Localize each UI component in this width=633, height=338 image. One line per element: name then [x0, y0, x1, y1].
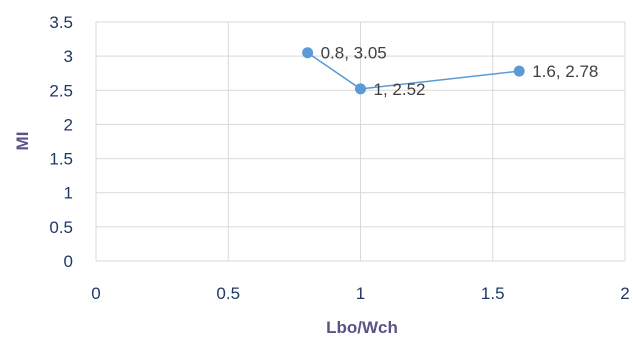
data-point [302, 47, 314, 59]
y-tick-label: 3.5 [49, 13, 73, 32]
data-label: 1, 2.52 [374, 80, 426, 99]
data-label: 0.8, 3.05 [321, 44, 387, 63]
y-tick-label: 2.5 [49, 81, 73, 100]
x-tick-label: 1 [356, 284, 365, 303]
y-tick-label: 3 [64, 47, 73, 66]
data-point [513, 65, 525, 77]
data-label: 1.6, 2.78 [532, 62, 598, 81]
data-labels: 0.8, 3.05 1, 2.52 1.6, 2.78 [321, 44, 599, 99]
y-tick-label: 0.5 [49, 218, 73, 237]
data-point [355, 83, 366, 95]
y-tick-label: 2 [64, 115, 73, 134]
y-tick-label: 1 [64, 184, 73, 203]
y-tick-label: 1.5 [49, 150, 73, 169]
x-tick-label: 0 [91, 284, 100, 303]
x-axis-ticks: 0 0.5 1 1.5 2 [91, 284, 629, 303]
y-tick-label: 0 [64, 252, 73, 271]
data-points [302, 47, 525, 95]
y-axis-title: MI [13, 132, 32, 151]
x-tick-label: 2 [620, 284, 629, 303]
x-tick-label: 1.5 [481, 284, 505, 303]
x-axis-title: Lbo/Wch [326, 318, 398, 337]
y-axis-ticks: 0 0.5 1 1.5 2 2.5 3 3.5 [49, 13, 73, 271]
x-tick-label: 0.5 [216, 284, 240, 303]
